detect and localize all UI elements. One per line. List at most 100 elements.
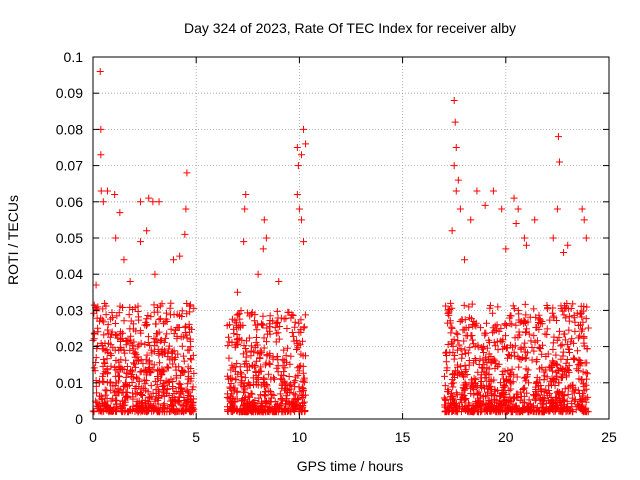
data-point bbox=[169, 378, 177, 386]
data-point bbox=[275, 404, 283, 412]
data-point bbox=[96, 406, 104, 414]
data-point bbox=[466, 344, 474, 352]
data-point bbox=[517, 392, 525, 400]
data-point bbox=[494, 303, 502, 311]
data-point bbox=[151, 397, 159, 405]
data-point bbox=[482, 355, 490, 363]
data-point bbox=[164, 364, 172, 372]
data-point bbox=[562, 371, 570, 379]
data-point bbox=[279, 396, 287, 404]
data-point bbox=[469, 322, 477, 330]
data-point bbox=[498, 338, 506, 346]
data-point bbox=[180, 408, 188, 416]
data-point bbox=[262, 234, 270, 242]
data-point bbox=[142, 386, 150, 394]
data-point bbox=[130, 359, 138, 367]
data-point bbox=[121, 382, 129, 390]
data-point bbox=[553, 402, 561, 410]
data-point bbox=[575, 375, 583, 383]
data-point bbox=[108, 308, 116, 316]
data-point bbox=[284, 407, 292, 415]
data-point bbox=[467, 390, 475, 398]
data-point bbox=[456, 396, 464, 404]
data-point bbox=[291, 377, 299, 385]
data-point bbox=[566, 382, 574, 390]
data-point bbox=[299, 393, 307, 401]
data-point bbox=[185, 389, 193, 397]
data-point bbox=[112, 357, 120, 365]
data-point bbox=[517, 388, 525, 396]
data-point bbox=[137, 339, 145, 347]
data-point bbox=[136, 238, 144, 246]
data-point bbox=[565, 326, 573, 334]
data-point bbox=[274, 318, 282, 326]
data-point bbox=[467, 216, 475, 224]
data-point bbox=[508, 365, 516, 373]
data-point bbox=[568, 403, 576, 411]
data-point bbox=[225, 354, 233, 362]
data-point bbox=[580, 334, 588, 342]
data-point bbox=[284, 388, 292, 396]
data-point bbox=[564, 241, 572, 249]
x-tick-label: 25 bbox=[601, 429, 617, 445]
data-point bbox=[522, 241, 530, 249]
data-point bbox=[141, 380, 149, 388]
data-point bbox=[241, 205, 249, 213]
data-point bbox=[454, 330, 462, 338]
data-point bbox=[93, 399, 101, 407]
data-point bbox=[266, 312, 274, 320]
data-point bbox=[571, 318, 579, 326]
data-point bbox=[259, 312, 267, 320]
data-point bbox=[294, 396, 302, 404]
data-point bbox=[127, 339, 135, 347]
data-point bbox=[488, 390, 496, 398]
data-point bbox=[448, 304, 456, 312]
data-point bbox=[92, 389, 100, 397]
data-point bbox=[135, 316, 143, 324]
data-point bbox=[228, 315, 236, 323]
data-point bbox=[145, 393, 153, 401]
data-point bbox=[442, 351, 450, 359]
data-point bbox=[487, 377, 495, 385]
data-point bbox=[260, 344, 268, 352]
data-point bbox=[559, 408, 567, 416]
data-point bbox=[183, 300, 191, 308]
data-point bbox=[129, 345, 137, 353]
data-point bbox=[455, 341, 463, 349]
data-point bbox=[243, 366, 251, 374]
data-point bbox=[579, 368, 587, 376]
data-point bbox=[458, 407, 466, 415]
data-point bbox=[233, 340, 241, 348]
data-point bbox=[233, 288, 241, 296]
data-point bbox=[522, 365, 530, 373]
data-point bbox=[174, 397, 182, 405]
data-point bbox=[567, 304, 575, 312]
data-point bbox=[276, 390, 284, 398]
data-point bbox=[134, 402, 142, 410]
data-point bbox=[265, 370, 273, 378]
data-point bbox=[181, 230, 189, 238]
data-point bbox=[562, 314, 570, 322]
data-point bbox=[560, 311, 568, 319]
data-point bbox=[116, 402, 124, 410]
data-point bbox=[246, 312, 254, 320]
data-point bbox=[240, 401, 248, 409]
data-point bbox=[151, 377, 159, 385]
data-point bbox=[295, 319, 303, 327]
data-point bbox=[538, 350, 546, 358]
data-point bbox=[115, 358, 123, 366]
data-point bbox=[145, 366, 153, 374]
data-point bbox=[281, 364, 289, 372]
data-point bbox=[515, 355, 523, 363]
data-point bbox=[296, 388, 304, 396]
data-point bbox=[481, 331, 489, 339]
data-point bbox=[258, 402, 266, 410]
data-point bbox=[187, 301, 195, 309]
data-point bbox=[258, 321, 266, 329]
data-point bbox=[576, 357, 584, 365]
data-point bbox=[114, 334, 122, 342]
data-point bbox=[183, 310, 191, 318]
data-point bbox=[473, 382, 481, 390]
data-point bbox=[522, 354, 530, 362]
data-point bbox=[168, 407, 176, 415]
